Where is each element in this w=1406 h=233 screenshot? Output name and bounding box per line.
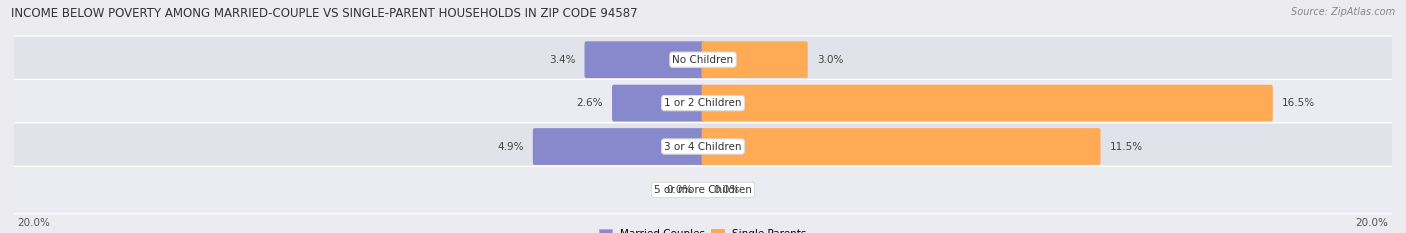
Text: Source: ZipAtlas.com: Source: ZipAtlas.com [1291,7,1395,17]
FancyBboxPatch shape [11,79,1395,127]
Legend: Married Couples, Single Parents: Married Couples, Single Parents [599,229,807,233]
Text: 3.4%: 3.4% [550,55,575,65]
Text: No Children: No Children [672,55,734,65]
Text: 20.0%: 20.0% [17,218,51,228]
Text: 20.0%: 20.0% [1355,218,1389,228]
Text: 4.9%: 4.9% [498,141,524,151]
Text: 0.0%: 0.0% [713,185,740,195]
Text: 2.6%: 2.6% [576,98,603,108]
Text: 3.0%: 3.0% [817,55,844,65]
Text: 0.0%: 0.0% [666,185,693,195]
FancyBboxPatch shape [702,41,807,78]
FancyBboxPatch shape [11,166,1395,214]
Text: 11.5%: 11.5% [1109,141,1143,151]
FancyBboxPatch shape [11,123,1395,170]
Text: INCOME BELOW POVERTY AMONG MARRIED-COUPLE VS SINGLE-PARENT HOUSEHOLDS IN ZIP COD: INCOME BELOW POVERTY AMONG MARRIED-COUPL… [11,7,638,20]
Text: 5 or more Children: 5 or more Children [654,185,752,195]
FancyBboxPatch shape [612,85,704,121]
FancyBboxPatch shape [11,36,1395,83]
Text: 1 or 2 Children: 1 or 2 Children [664,98,742,108]
FancyBboxPatch shape [585,41,704,78]
Text: 3 or 4 Children: 3 or 4 Children [664,141,742,151]
Text: 16.5%: 16.5% [1282,98,1315,108]
FancyBboxPatch shape [702,85,1272,121]
FancyBboxPatch shape [533,128,704,165]
FancyBboxPatch shape [702,128,1101,165]
